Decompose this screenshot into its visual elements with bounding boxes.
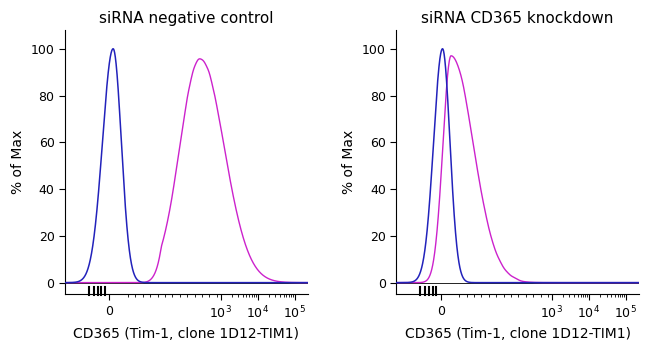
X-axis label: CD365 (Tim-1, clone 1D12-TIM1): CD365 (Tim-1, clone 1D12-TIM1) [73,327,299,341]
Title: siRNA negative control: siRNA negative control [99,11,274,26]
Y-axis label: % of Max: % of Max [11,130,25,194]
X-axis label: CD365 (Tim-1, clone 1D12-TIM1): CD365 (Tim-1, clone 1D12-TIM1) [404,327,630,341]
Y-axis label: % of Max: % of Max [343,130,356,194]
Title: siRNA CD365 knockdown: siRNA CD365 knockdown [421,11,614,26]
